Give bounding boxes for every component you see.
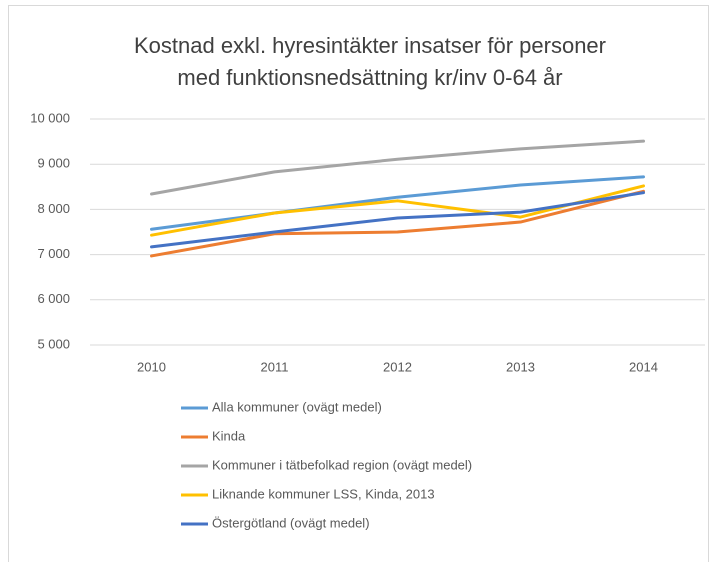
legend-label: Kommuner i tätbefolkad region (ovägt med… [212,457,472,472]
series-line [150,189,645,258]
legend-label: Alla kommuner (ovägt medel) [212,399,382,414]
series-line [150,139,645,196]
chart-title: Kostnad exkl. hyresintäkter insatser för… [134,33,606,58]
series-line [150,191,645,249]
series-line [150,175,645,231]
x-tick-label: 2012 [383,359,412,374]
y-tick-label: 5 000 [37,336,70,351]
y-tick-label: 8 000 [37,201,70,216]
y-tick-label: 9 000 [37,156,70,171]
legend-label: Kinda [212,428,246,443]
x-tick-label: 2010 [137,359,166,374]
x-tick-label: 2013 [506,359,535,374]
x-tick-label: 2014 [629,359,658,374]
legend-label: Östergötland (ovägt medel) [212,515,370,530]
chart-title: med funktionsnedsättning kr/inv 0-64 år [177,65,562,90]
y-tick-label: 7 000 [37,246,70,261]
legend-label: Liknande kommuner LSS, Kinda, 2013 [212,486,435,501]
chart-frame [8,5,709,562]
y-tick-label: 6 000 [37,291,70,306]
y-tick-label: 10 000 [30,110,70,125]
x-tick-label: 2011 [261,359,289,374]
